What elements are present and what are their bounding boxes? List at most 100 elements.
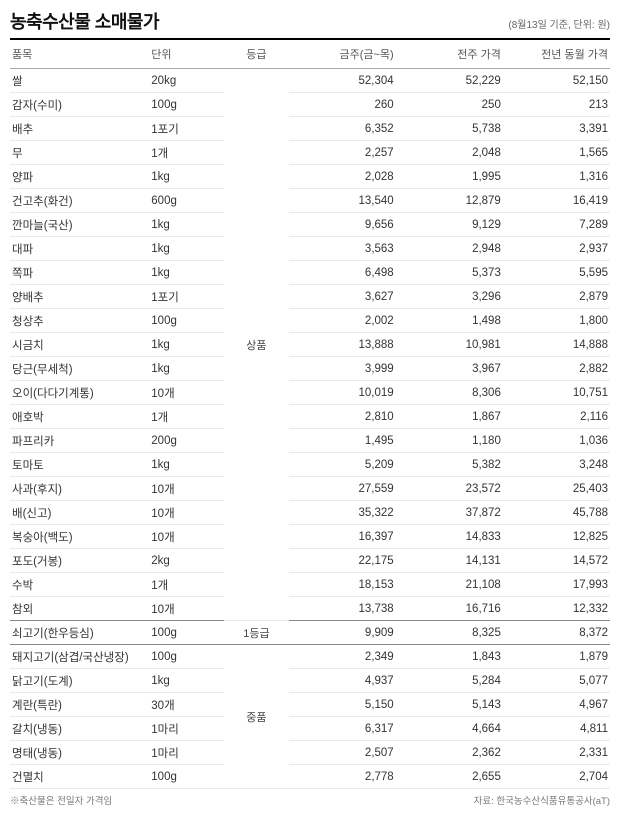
cell-grade: 1등급 <box>224 621 288 645</box>
cell-price: 3,563 <box>289 237 396 261</box>
cell-unit: 1kg <box>149 237 224 261</box>
table-row: 파프리카200g1,4951,1801,036 <box>10 429 610 453</box>
cell-price: 2,048 <box>396 141 503 165</box>
cell-unit: 1포기 <box>149 117 224 141</box>
cell-price: 25,403 <box>503 477 610 501</box>
cell-item: 오이(다다기계통) <box>10 381 149 405</box>
col-item: 품목 <box>10 40 149 69</box>
cell-price: 13,888 <box>289 333 396 357</box>
cell-item: 계란(특란) <box>10 693 149 717</box>
cell-unit: 20kg <box>149 69 224 93</box>
table-row: 계란(특란)30개5,1505,1434,967 <box>10 693 610 717</box>
cell-unit: 100g <box>149 93 224 117</box>
cell-price: 3,999 <box>289 357 396 381</box>
cell-price: 2,507 <box>289 741 396 765</box>
table-row: 사과(후지)10개27,55923,57225,403 <box>10 477 610 501</box>
cell-price: 1,867 <box>396 405 503 429</box>
cell-unit: 100g <box>149 621 224 645</box>
cell-price: 4,664 <box>396 717 503 741</box>
cell-item: 양배추 <box>10 285 149 309</box>
cell-item: 사과(후지) <box>10 477 149 501</box>
cell-item: 복숭아(백도) <box>10 525 149 549</box>
cell-price: 52,150 <box>503 69 610 93</box>
cell-price: 18,153 <box>289 573 396 597</box>
cell-price: 1,495 <box>289 429 396 453</box>
cell-price: 9,909 <box>289 621 396 645</box>
cell-grade: 상품 <box>224 69 288 621</box>
cell-item: 갈치(냉동) <box>10 717 149 741</box>
page-subtitle: (8월13일 기준, 단위: 원) <box>508 16 610 31</box>
table-row: 대파1kg3,5632,9482,937 <box>10 237 610 261</box>
cell-price: 52,229 <box>396 69 503 93</box>
cell-price: 8,306 <box>396 381 503 405</box>
cell-price: 52,304 <box>289 69 396 93</box>
cell-price: 35,322 <box>289 501 396 525</box>
cell-price: 4,937 <box>289 669 396 693</box>
cell-item: 파프리카 <box>10 429 149 453</box>
cell-item: 명태(냉동) <box>10 741 149 765</box>
cell-price: 12,825 <box>503 525 610 549</box>
cell-price: 12,879 <box>396 189 503 213</box>
cell-price: 260 <box>289 93 396 117</box>
cell-price: 3,967 <box>396 357 503 381</box>
cell-price: 12,332 <box>503 597 610 621</box>
table-row: 참외10개13,73816,71612,332 <box>10 597 610 621</box>
cell-item: 닭고기(도계) <box>10 669 149 693</box>
cell-price: 1,843 <box>396 645 503 669</box>
cell-price: 10,751 <box>503 381 610 405</box>
cell-unit: 1개 <box>149 405 224 429</box>
table-row: 배추1포기6,3525,7383,391 <box>10 117 610 141</box>
table-row: 깐마늘(국산)1kg9,6569,1297,289 <box>10 213 610 237</box>
table-row: 수박1개18,15321,10817,993 <box>10 573 610 597</box>
table-row: 청상추100g2,0021,4981,800 <box>10 309 610 333</box>
table-row: 토마토1kg5,2095,3823,248 <box>10 453 610 477</box>
cell-item: 깐마늘(국산) <box>10 213 149 237</box>
cell-unit: 1kg <box>149 669 224 693</box>
cell-price: 14,131 <box>396 549 503 573</box>
cell-price: 2,810 <box>289 405 396 429</box>
cell-unit: 100g <box>149 765 224 789</box>
cell-price: 5,143 <box>396 693 503 717</box>
cell-price: 2,028 <box>289 165 396 189</box>
cell-unit: 10개 <box>149 501 224 525</box>
table-row: 닭고기(도계)1kg4,9375,2845,077 <box>10 669 610 693</box>
cell-item: 건멸치 <box>10 765 149 789</box>
cell-price: 2,704 <box>503 765 610 789</box>
table-row: 건고추(화건)600g13,54012,87916,419 <box>10 189 610 213</box>
table-row: 오이(다다기계통)10개10,0198,30610,751 <box>10 381 610 405</box>
cell-unit: 10개 <box>149 381 224 405</box>
table-row: 포도(거봉)2kg22,17514,13114,572 <box>10 549 610 573</box>
cell-price: 9,129 <box>396 213 503 237</box>
cell-price: 1,180 <box>396 429 503 453</box>
cell-price: 2,948 <box>396 237 503 261</box>
cell-price: 6,352 <box>289 117 396 141</box>
cell-item: 애호박 <box>10 405 149 429</box>
cell-price: 5,738 <box>396 117 503 141</box>
cell-price: 17,993 <box>503 573 610 597</box>
cell-item: 배추 <box>10 117 149 141</box>
price-table: 품목 단위 등급 금주(금~목) 전주 가격 전년 동월 가격 쌀20kg상품5… <box>10 40 610 789</box>
cell-price: 1,879 <box>503 645 610 669</box>
cell-unit: 1개 <box>149 141 224 165</box>
table-row: 시금치1kg13,88810,98114,888 <box>10 333 610 357</box>
footnote: ※축산물은 전일자 가격임 <box>10 793 112 807</box>
cell-item: 쪽파 <box>10 261 149 285</box>
cell-price: 8,325 <box>396 621 503 645</box>
cell-price: 2,778 <box>289 765 396 789</box>
cell-price: 2,882 <box>503 357 610 381</box>
table-row: 감자(수미)100g260250213 <box>10 93 610 117</box>
cell-price: 1,995 <box>396 165 503 189</box>
table-header-row: 품목 단위 등급 금주(금~목) 전주 가격 전년 동월 가격 <box>10 40 610 69</box>
cell-price: 16,397 <box>289 525 396 549</box>
cell-price: 4,811 <box>503 717 610 741</box>
cell-price: 13,738 <box>289 597 396 621</box>
cell-price: 2,349 <box>289 645 396 669</box>
cell-price: 16,419 <box>503 189 610 213</box>
cell-unit: 10개 <box>149 525 224 549</box>
cell-item: 참외 <box>10 597 149 621</box>
cell-unit: 100g <box>149 645 224 669</box>
table-row: 쪽파1kg6,4985,3735,595 <box>10 261 610 285</box>
cell-price: 21,108 <box>396 573 503 597</box>
cell-price: 1,800 <box>503 309 610 333</box>
cell-unit: 10개 <box>149 477 224 501</box>
